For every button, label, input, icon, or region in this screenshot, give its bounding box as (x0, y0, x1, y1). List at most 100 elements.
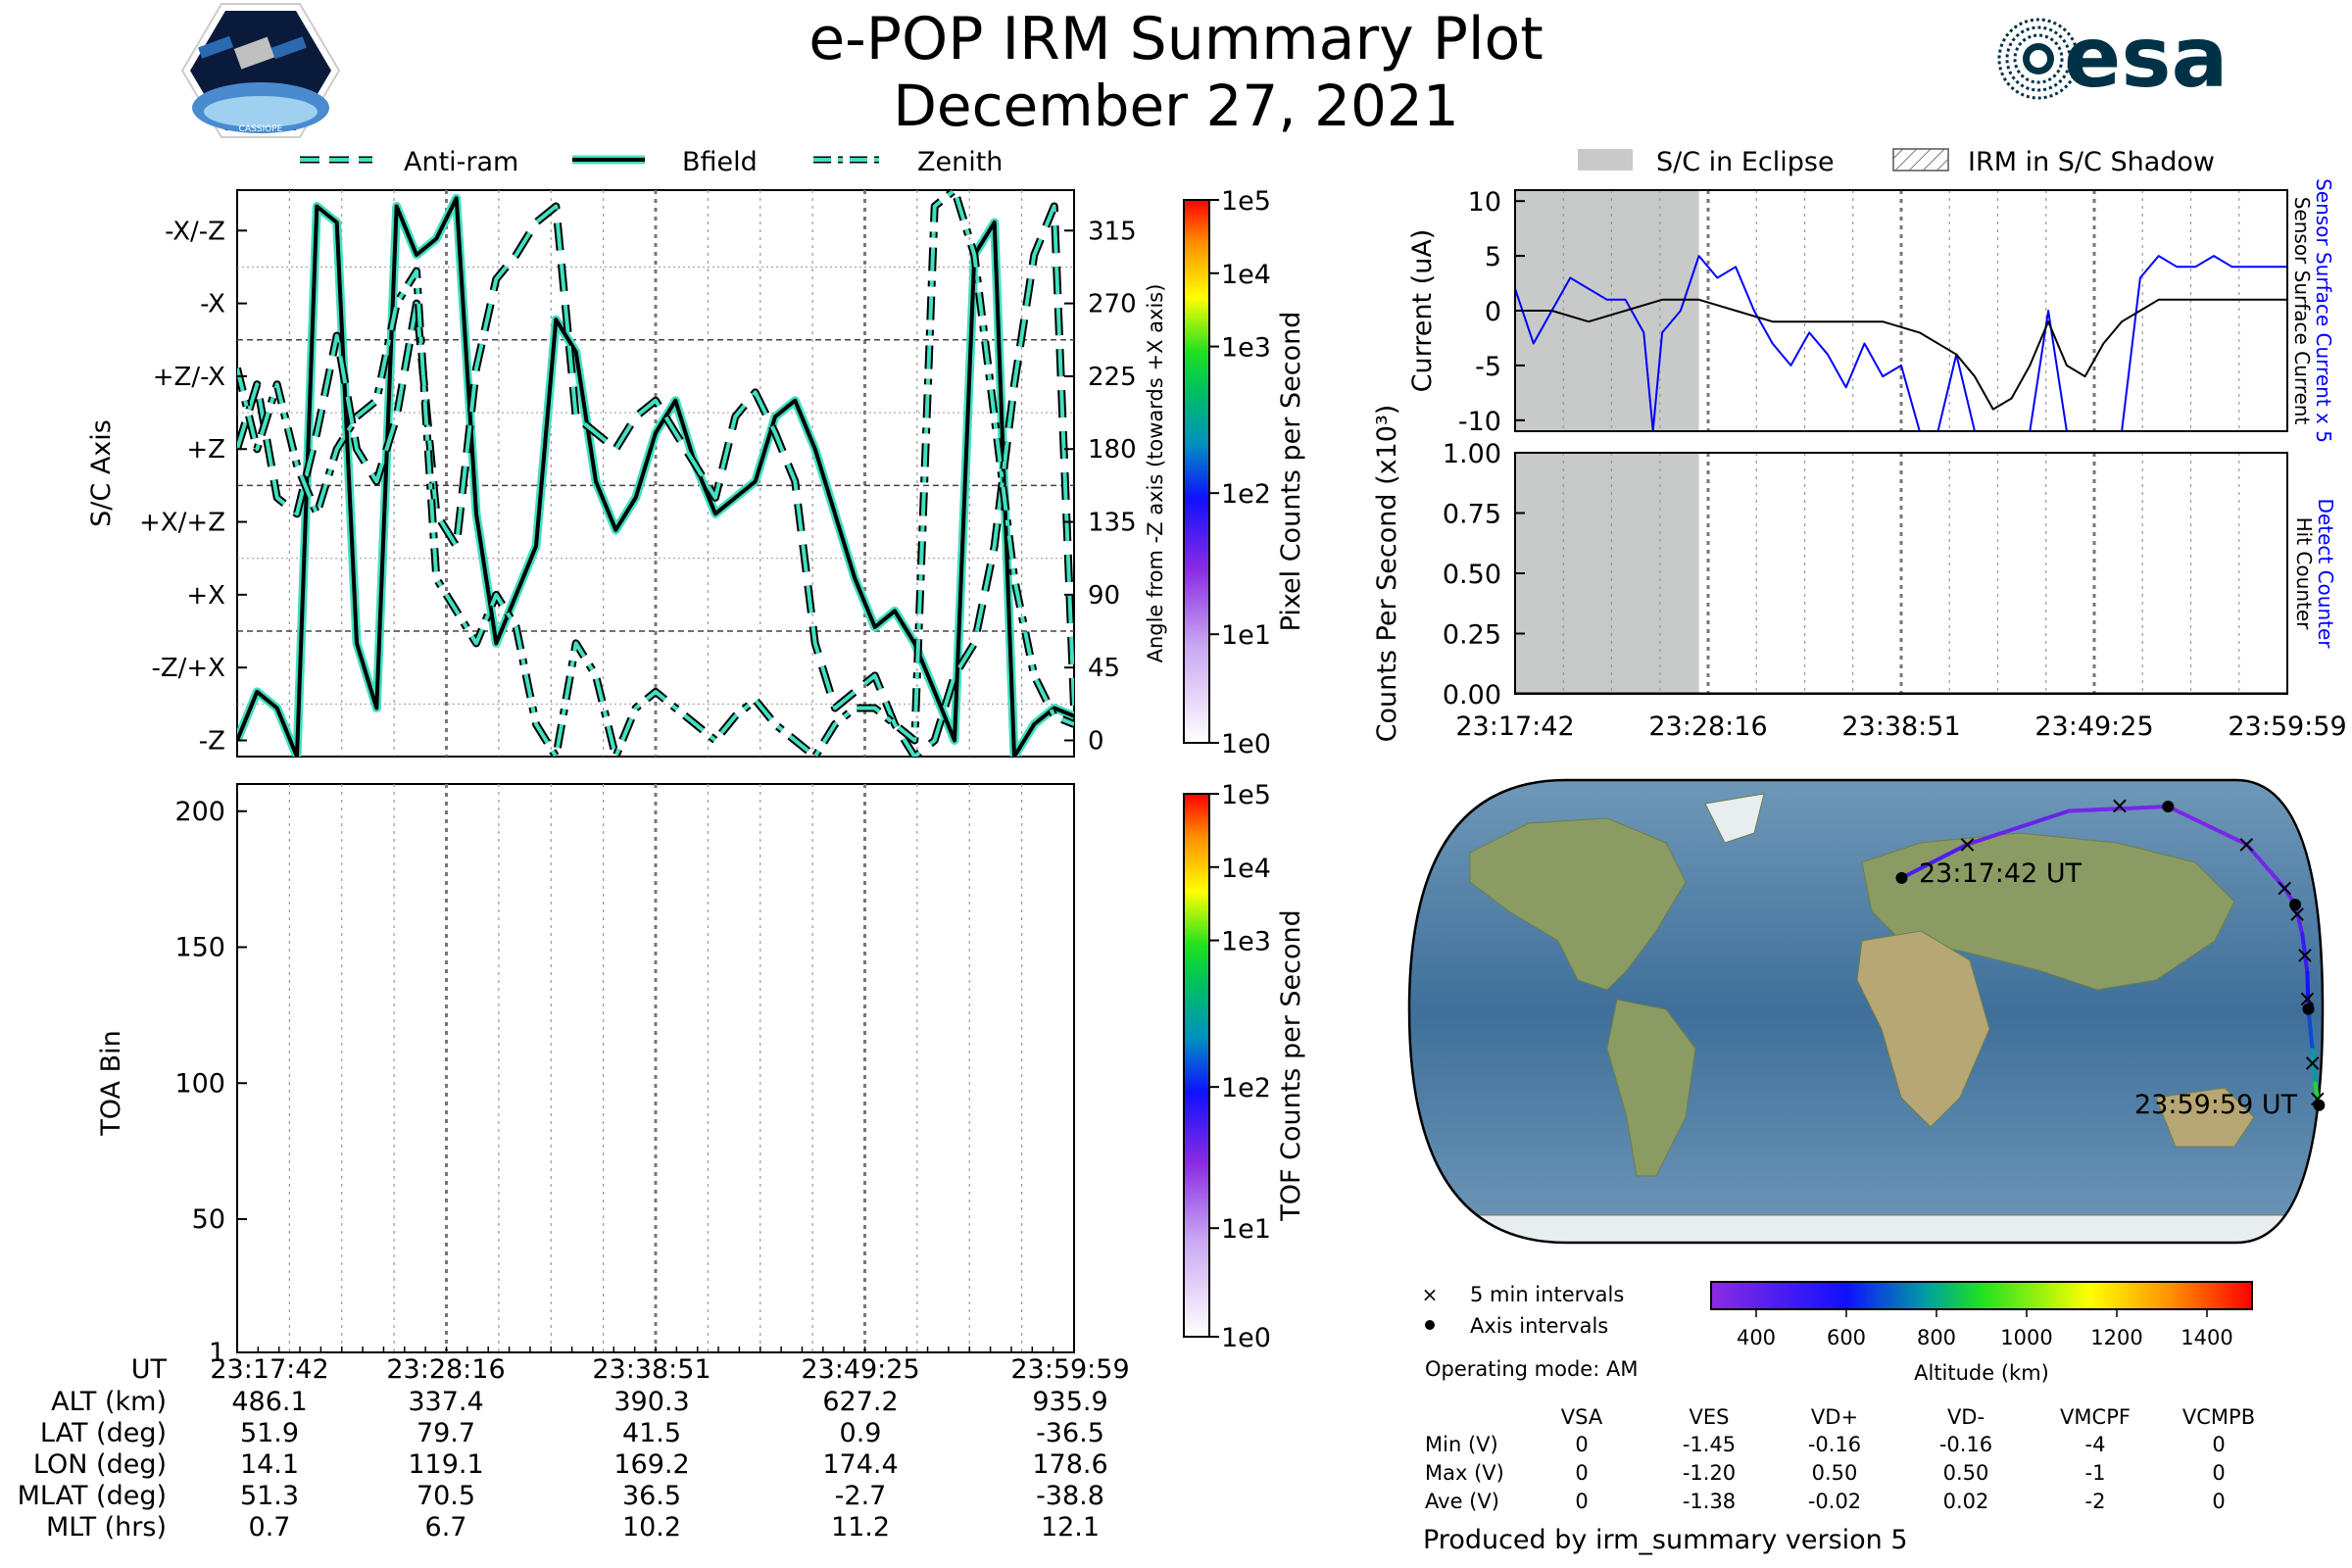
voltage-header: VSA (1560, 1405, 1603, 1429)
map-start-label: 23:17:42 UT (1919, 858, 2082, 889)
tof-colorbar-label: TOF Counts per Second (1276, 909, 1306, 1222)
legend-zenith: Zenith (917, 147, 1003, 177)
five-min-marker-icon: × (2275, 874, 2294, 902)
axis-ytick-label: -Z/+X (151, 654, 225, 683)
ephemeris-cell: 486.1 (231, 1387, 308, 1417)
ephemeris-cell: 390.3 (613, 1387, 690, 1417)
current-panel-y2label-black: Sensor Surface Current (2290, 197, 2314, 425)
ephemeris-cell: 23:38:51 (592, 1354, 711, 1385)
ephemeris-cell: -36.5 (1036, 1418, 1104, 1448)
axis-interval-marker-icon (2162, 801, 2175, 813)
voltage-cell: 0 (2212, 1433, 2226, 1456)
five-min-marker-icon: × (2110, 792, 2130, 819)
tof-colorbar-tick-label: 1e4 (1221, 854, 1271, 884)
counts-panel-ylabel: Counts Per Second (x10³) (1372, 405, 1402, 743)
voltage-cell: 0 (1575, 1433, 1589, 1456)
voltage-row-label: Min (V) (1425, 1433, 1498, 1456)
operating-mode: Operating mode: AM (1425, 1357, 1638, 1381)
voltage-cell: 0.50 (1942, 1461, 1989, 1485)
ephemeris-cell: 337.4 (408, 1387, 484, 1417)
voltage-cell: 0 (1575, 1490, 1589, 1513)
voltage-row-label: Ave (V) (1425, 1490, 1499, 1513)
voltage-header: VD- (1946, 1405, 1985, 1429)
voltage-header: VES (1689, 1405, 1730, 1429)
ephemeris-cell: 23:17:42 (210, 1354, 329, 1385)
ephemeris-cell: 51.9 (239, 1418, 300, 1448)
cassiope-mission-badge-icon: CASSIOPE (180, 3, 341, 138)
ephemeris-cell: 119.1 (408, 1449, 484, 1480)
orbit-track-segment (1965, 808, 2072, 847)
orbit-track-segment (2067, 805, 2171, 813)
current-panel-y2label-blue: Sensor Surface Current x 5 (2312, 178, 2335, 443)
current-panel-ylabel: Current (uA) (1407, 229, 1438, 393)
time-tick-label: 23:17:42 (1455, 711, 1574, 742)
axis-y2tick-label: 180 (1088, 435, 1137, 465)
current-panel: 10 5 0 -5 -10 Current (uA) Sensor Surface Cu… (1407, 178, 2335, 443)
orbit-track-segment (2300, 932, 2310, 975)
voltage-row-label: Max (V) (1425, 1461, 1504, 1485)
sensor-current-x5-line (1515, 255, 2287, 431)
axis-interval-marker-icon (1895, 871, 1908, 884)
altitude-tick-label: 600 (1827, 1326, 1866, 1349)
axis-ytick-label: +Z/-X (153, 363, 225, 392)
svg-text:esa: esa (2064, 9, 2229, 107)
plot-date: December 27, 2021 (893, 73, 1458, 139)
counts-panel: 1.00 0.75 0.50 0.25 0.00 23:17:42 23:28:16 23:… (1372, 405, 2347, 743)
altitude-tick-label: 400 (1737, 1326, 1776, 1349)
voltage-cell: -2 (2084, 1490, 2106, 1513)
counts-ytick-label: 0.75 (1443, 500, 1501, 530)
ephemeris-cell: 79.7 (416, 1418, 476, 1448)
world-map: ××××××××× 23:17:42 UT 23:59:59 UT (1407, 778, 2328, 1245)
pixel-colorbar-label: Pixel Counts per Second (1276, 312, 1306, 632)
legend-anti-ram: Anti-ram (404, 147, 518, 177)
time-tick-label: 23:49:25 (2034, 711, 2153, 742)
map-end-label: 23:59:59 UT (2134, 1090, 2298, 1120)
tof-colorbar-tick-label: 1e3 (1221, 927, 1271, 957)
sensor-current-line (1515, 298, 2287, 411)
orbit-track-segment (2306, 1006, 2315, 1053)
svg-text:CASSIOPE: CASSIOPE (239, 124, 283, 134)
current-ytick-label: 10 (1468, 187, 1501, 218)
tof-ytick-label: 100 (174, 1068, 225, 1099)
ephemeris-cell: 36.5 (621, 1481, 682, 1511)
tof-colorbar-tick-label: 1e5 (1221, 780, 1271, 810)
ephemeris-cell: 935.9 (1032, 1387, 1108, 1417)
orbit-track-segment (2166, 805, 2249, 847)
counts-ytick-label: 0.25 (1443, 620, 1501, 651)
altitude-tick-label: 1400 (2180, 1326, 2232, 1349)
legend-bfield: Bfield (682, 147, 758, 177)
legend-eclipse: S/C in Eclipse (1656, 147, 1835, 177)
ephemeris-cell: 23:59:59 (1010, 1354, 1130, 1385)
axis-interval-marker-icon (2313, 1099, 2326, 1111)
ephemeris-cell: 11.2 (830, 1512, 891, 1543)
time-tick-label: 23:38:51 (1841, 711, 1960, 742)
cross-marker-icon: × (1422, 1283, 1439, 1306)
tof-ytick-label: 150 (174, 933, 225, 963)
legend-shadow: IRM in S/C Shadow (1968, 147, 2215, 177)
tof-colorbar-tick-label: 1e2 (1221, 1073, 1271, 1103)
pixel-colorbar: 1e5 1e4 1e3 1e2 1e1 1e0 Pixel Counts per Seco… (1183, 186, 1306, 760)
tof-colorbar-tick-label: 1e1 (1221, 1214, 1271, 1245)
ephemeris-row-label: LON (deg) (32, 1449, 167, 1480)
axis-y2tick-label: 270 (1088, 290, 1137, 319)
voltage-cell: 0 (2212, 1490, 2226, 1513)
altitude-tick-label: 1000 (2000, 1326, 2052, 1349)
ephemeris-cell: 41.5 (621, 1418, 682, 1448)
tof-panel-ylabel: TOA Bin (96, 1030, 126, 1136)
current-ytick-label: 0 (1485, 297, 1501, 327)
ephemeris-cell: 51.3 (239, 1481, 300, 1511)
axis-panel: -X/-Z 315 -X 270 +Z/-X 225 +Z 180 +X/+Z 135 +X 90 -Z… (86, 189, 1167, 758)
zenith-series-line (237, 190, 1074, 757)
five-min-marker-icon: × (2295, 941, 2315, 968)
pixel-colorbar-tick-label: 1e2 (1221, 479, 1271, 510)
ephemeris-cell: 0.9 (839, 1418, 882, 1448)
axis-ytick-label: +X (186, 581, 225, 611)
axis-panel-ylabel: S/C Axis (86, 419, 117, 527)
axis-y2tick-label: 45 (1088, 654, 1120, 683)
current-ytick-label: -5 (1475, 352, 1501, 382)
legend-5min: 5 min intervals (1470, 1283, 1624, 1306)
anti-ram-series-line (237, 204, 1074, 757)
axis-legend: Anti-ram Bfield Zenith (300, 147, 1003, 177)
